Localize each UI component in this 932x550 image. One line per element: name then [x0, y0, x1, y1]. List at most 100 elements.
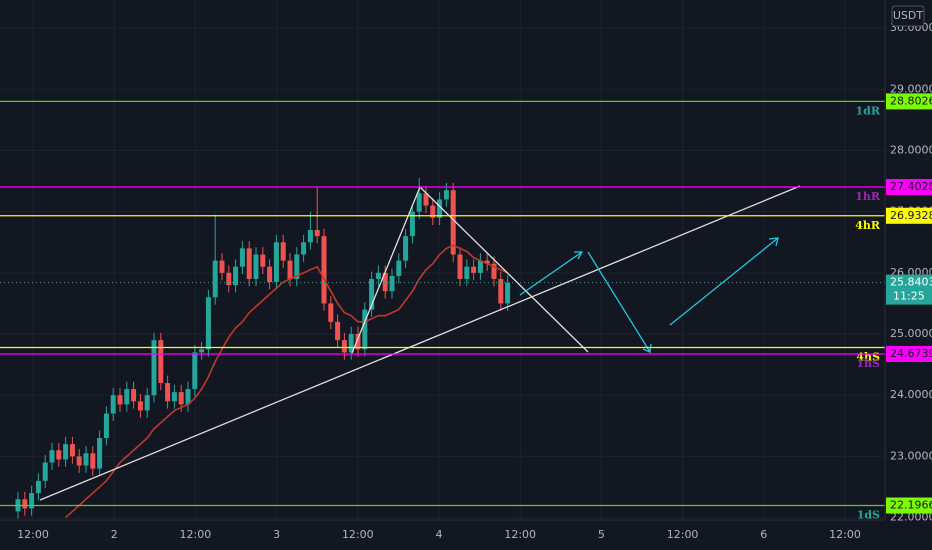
candle-body — [178, 392, 184, 405]
candle-body — [49, 450, 55, 463]
trend-line — [39, 185, 801, 501]
candle-body — [253, 254, 259, 279]
candle-body — [42, 462, 48, 481]
candle-body — [233, 266, 239, 286]
candle-body — [260, 254, 266, 267]
arrow — [669, 237, 779, 326]
candle-body — [226, 272, 232, 286]
candle-body — [457, 254, 463, 279]
x-tick-label: 6 — [760, 528, 767, 541]
x-tick-label: 12:00 — [342, 528, 374, 541]
candle-body — [56, 450, 62, 460]
x-tick-label: 12:00 — [667, 528, 699, 541]
level-tag: 1dR — [856, 104, 881, 117]
candle-body — [437, 199, 443, 218]
y-tick-label: 24.0000 — [890, 388, 932, 401]
candle-body — [131, 389, 137, 402]
candle-body — [430, 205, 436, 218]
level-price-box — [886, 179, 932, 196]
candle-body — [97, 438, 103, 469]
candle-body — [165, 382, 171, 402]
candle-body — [362, 309, 368, 350]
x-tick-label: 2 — [111, 528, 118, 541]
candle-body — [423, 193, 429, 206]
candle-body — [382, 272, 388, 292]
level-price-box — [886, 207, 932, 224]
candle-body — [294, 254, 300, 279]
level-price-label: 24.6739 — [890, 347, 932, 360]
candle-body — [83, 453, 89, 466]
candle-body — [348, 334, 354, 353]
currency-box[interactable] — [891, 5, 925, 27]
candle-body — [151, 340, 157, 396]
candle-body — [477, 260, 483, 273]
candle-body — [144, 395, 150, 411]
candle-body — [219, 260, 225, 273]
candle-body — [369, 278, 375, 310]
candle-body — [76, 456, 82, 466]
x-tick-label: 3 — [273, 528, 280, 541]
candle-body — [90, 453, 96, 469]
candle-body — [314, 230, 320, 237]
candle-body — [335, 321, 341, 341]
candle-body — [484, 260, 490, 264]
y-tick-label: 28.0000 — [890, 143, 932, 156]
level-tag: 1hR — [855, 190, 881, 203]
candle-body — [124, 389, 130, 405]
x-tick-label: 12:00 — [829, 528, 861, 541]
y-tick-label: 25.0000 — [890, 327, 932, 340]
candle-body — [450, 190, 456, 255]
level-price-label: 26.9328 — [890, 209, 932, 222]
level-price-label: 28.8026 — [890, 94, 932, 107]
candle-body — [192, 352, 198, 390]
candle-body — [355, 334, 361, 350]
candle-body — [396, 260, 402, 276]
last-price-box — [886, 274, 932, 305]
candle-body — [110, 395, 116, 414]
y-tick-label: 23.0000 — [890, 449, 932, 462]
candle-body — [491, 263, 497, 279]
candle-body — [287, 260, 293, 279]
candle-body — [199, 349, 205, 353]
level-price-box — [886, 497, 932, 514]
candle-body — [29, 493, 35, 509]
candle-body — [117, 395, 123, 405]
arrow — [519, 251, 584, 296]
candle-body — [464, 266, 470, 279]
x-tick-label: 12:00 — [17, 528, 49, 541]
candle-body — [280, 242, 286, 261]
candle-body — [22, 499, 28, 509]
countdown: 11:25 — [893, 290, 925, 303]
candle-body — [246, 248, 252, 279]
level-price-label: 27.4028 — [890, 180, 932, 193]
candle-body — [185, 389, 191, 405]
arrow — [587, 251, 652, 353]
x-tick-label: 12:00 — [180, 528, 212, 541]
candle-body — [443, 190, 449, 200]
candle-body — [403, 236, 409, 261]
x-tick-label: 5 — [598, 528, 605, 541]
candle-body — [212, 260, 218, 298]
x-tick-label: 12:00 — [504, 528, 536, 541]
candle-body — [307, 230, 313, 243]
candle-body — [471, 266, 477, 273]
candle-body — [239, 248, 245, 267]
level-price-box — [886, 93, 932, 110]
candle-body — [328, 303, 334, 322]
level-price-box — [886, 345, 932, 362]
y-tick-label: 22.0000 — [890, 511, 932, 524]
last-price-label: 25.8403 — [890, 276, 932, 289]
x-tick-label: 4 — [436, 528, 443, 541]
level-tag: 4hR — [855, 219, 881, 232]
candle-body — [158, 340, 164, 383]
candle-body — [341, 340, 347, 353]
candle-body — [416, 193, 422, 212]
candle-body — [69, 444, 75, 457]
candle-body — [103, 413, 109, 439]
candle-body — [273, 242, 279, 283]
candle-body — [498, 278, 504, 304]
candle-body — [205, 297, 211, 350]
candle-body — [321, 236, 327, 304]
candle-body — [375, 272, 381, 279]
